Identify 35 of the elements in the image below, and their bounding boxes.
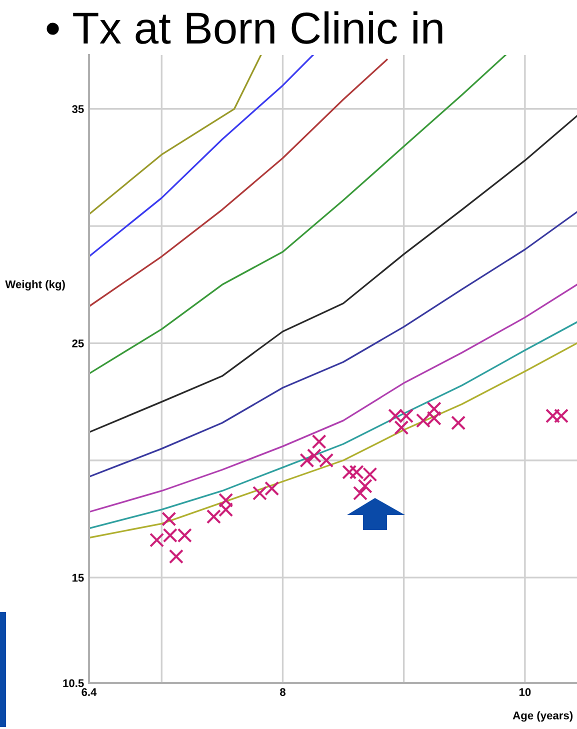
y-tick-label: 25 <box>72 339 84 348</box>
point <box>168 549 184 564</box>
x-tick-label: 8 <box>280 688 286 696</box>
line-series <box>89 55 314 258</box>
line-series <box>89 55 506 375</box>
point <box>264 481 280 496</box>
point <box>426 402 442 416</box>
point <box>312 434 326 449</box>
point <box>150 532 164 548</box>
y-axis-title: Weight (kg) <box>5 280 65 290</box>
x-tick-label: 6.4 <box>82 688 97 696</box>
point <box>306 448 322 463</box>
point <box>342 464 357 480</box>
line-series <box>89 284 577 513</box>
point <box>252 486 268 500</box>
point <box>218 502 234 517</box>
point <box>162 512 176 526</box>
point <box>352 486 368 500</box>
point <box>319 453 334 468</box>
x-axis-title: Age (years) <box>512 711 573 722</box>
line-series <box>89 55 262 216</box>
line-series <box>89 211 577 478</box>
point <box>394 420 409 435</box>
y-tick-label: 10.5 <box>63 679 84 688</box>
line-series <box>89 58 388 308</box>
point <box>358 478 372 494</box>
y-tick-label: 15 <box>72 574 84 582</box>
x-tick-label: 10 <box>519 688 531 696</box>
point <box>218 492 234 508</box>
line-series <box>89 115 577 434</box>
point <box>451 416 466 430</box>
y-tick-label: 35 <box>72 105 84 114</box>
chart-title: • Tx at Born Clinic in <box>46 11 442 44</box>
point <box>300 453 314 468</box>
point <box>206 509 222 524</box>
